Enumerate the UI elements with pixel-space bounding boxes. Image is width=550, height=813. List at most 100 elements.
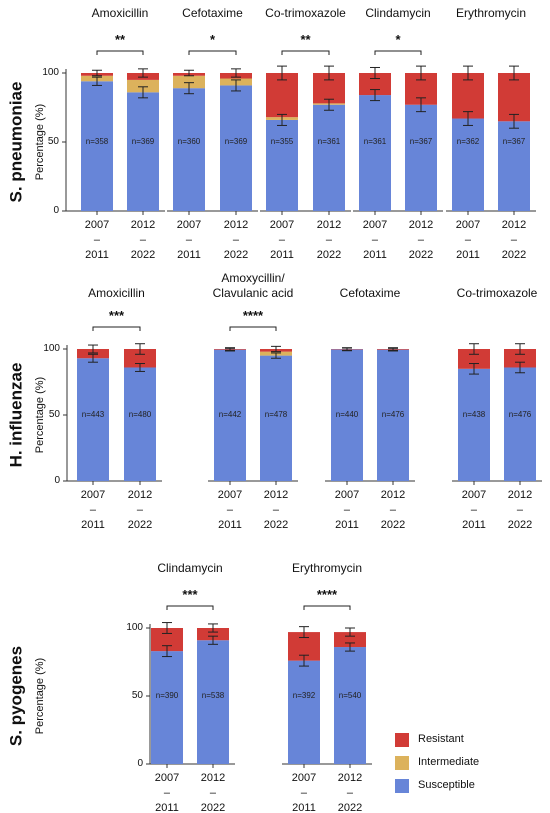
bar-segment [458,349,490,369]
error-bar [299,654,309,667]
y-tick-label: 100 [42,66,59,78]
significance-stars: * [395,31,401,47]
significance-stars: * [209,31,216,47]
bar-segment [151,628,183,652]
bar-segment [127,92,159,211]
bar-segment [288,660,320,764]
error-bar [208,635,218,645]
bar-segment [77,358,109,481]
error-bar [416,65,426,81]
panel-title: Clindamycin [157,561,223,575]
error-bar [509,65,519,81]
x-tick-label: 2007 – 2011 [176,219,202,261]
bar-segment [504,349,536,368]
bar-segment [266,119,298,211]
bar-segment [405,104,437,211]
error-bar [515,343,525,355]
bar-segment [313,104,345,211]
x-tick-label: 2012 – 2022 [223,219,249,261]
n-label: n=369 [131,137,155,146]
significance-stars: ** [300,31,311,47]
error-bar [88,344,98,354]
n-label: n=440 [335,410,359,419]
n-label: n=358 [85,137,109,146]
n-label: n=476 [508,410,532,419]
x-tick-label: 2012 – 2022 [263,489,289,531]
bar-segment [127,79,159,93]
error-bar [299,626,309,639]
bar-segment [124,367,156,481]
bar-segment [151,651,183,764]
significance-bracket [92,326,141,331]
bar-segment [504,367,536,481]
y-tick-label: 0 [137,757,143,769]
significance-bracket [374,50,422,55]
x-tick-label: 2007 – 2011 [84,219,110,261]
panel-title: Clindamycin [365,6,431,20]
error-bar [162,645,172,658]
bar-segment [377,349,409,481]
n-label: n=369 [224,137,248,146]
error-bar [515,361,525,374]
y-tick-label: 0 [54,474,60,486]
significance-bracket [188,50,237,55]
n-label: n=538 [201,691,225,700]
error-bar [463,111,473,126]
x-tick-label: 2012 – 2022 [380,489,406,531]
n-label: n=392 [292,691,316,700]
significance-stars: *** [108,307,125,323]
error-bar [469,363,479,375]
error-bar [88,353,98,363]
significance-bracket [96,50,144,55]
n-label: n=540 [338,691,362,700]
error-bar [271,345,281,353]
x-tick-label: 2012 – 2022 [200,772,226,813]
bar-segment [359,95,391,211]
x-tick-label: 2012 – 2022 [501,219,527,261]
error-bar [277,65,287,81]
bar-segment [452,118,484,211]
error-bar [277,113,287,126]
bar-segment [334,647,366,764]
error-bar [92,76,102,86]
y-tick-label: 50 [48,408,60,420]
bar-segment [498,121,530,211]
significance-bracket [281,50,330,55]
y-tick-label: 50 [131,689,143,701]
bar-segment [77,349,109,359]
bar-segment [331,349,363,481]
error-bar [231,79,241,92]
error-bar [416,97,426,113]
error-bar [342,347,352,351]
error-bar [370,66,380,80]
n-label: n=390 [155,691,179,700]
legend-swatch [395,733,409,747]
x-tick-label: 2012 – 2022 [316,219,342,261]
bar-segment [220,85,252,211]
y-tick-label: 100 [43,342,60,354]
legend-label: Susceptible [418,779,475,792]
n-label: n=361 [317,137,341,146]
significance-bracket [303,605,351,610]
error-bar [388,347,398,351]
n-label: n=480 [128,410,152,419]
error-bar [271,352,281,359]
y-axis-label: Percentage (%) [34,103,47,181]
error-bar [469,343,479,355]
error-bar [208,623,218,633]
n-label: n=362 [456,137,480,146]
error-bar [135,343,145,355]
significance-bracket [229,326,277,331]
x-tick-label: 2012 – 2022 [408,219,434,261]
significance-stars: ** [114,31,126,47]
error-bar [324,98,334,111]
error-bar [135,363,145,372]
n-label: n=438 [462,410,486,419]
organism-label: H. influenzae [6,362,26,468]
n-label: n=476 [381,410,405,419]
legend-swatch [395,756,409,770]
x-tick-label: 2012 – 2022 [337,772,363,813]
panel-title: Cefotaxime [339,286,401,300]
error-bar [370,89,380,102]
